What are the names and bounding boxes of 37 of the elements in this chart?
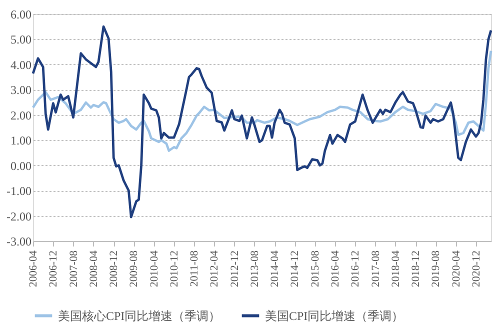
x-tick-label: 2012-12 (228, 250, 241, 288)
y-tick-label: 6.00 (10, 8, 32, 22)
x-tick-label: 2007-08 (68, 250, 80, 288)
x-tick-label: 2009-08 (128, 250, 140, 288)
x-tick-label: 2006-12 (48, 250, 60, 288)
legend-label: 美国CPI同比增速（季调） (265, 308, 404, 323)
x-tick-label: 2016-04 (330, 250, 342, 288)
x-tick-label: 2008-12 (108, 250, 120, 288)
x-tick-label: 2006-04 (28, 250, 40, 288)
y-tick-label: -3.00 (6, 234, 32, 248)
legend-label: 美国核心CPI同比增速（季调） (58, 308, 221, 323)
y-tick-label: 1.00 (10, 134, 32, 148)
x-tick-label: 2018-04 (390, 250, 402, 288)
x-tick-label: 2012-04 (208, 250, 221, 288)
y-tick-label: 4.00 (10, 58, 32, 72)
x-tick-label: 2015-08 (309, 250, 322, 288)
x-tick-label: 2010-04 (148, 250, 160, 288)
line-series (32, 50, 492, 152)
x-tick-label: 2020-04 (450, 250, 462, 288)
x-tick-label: 2008-04 (88, 250, 100, 288)
line-series (32, 25, 492, 218)
y-tick-label: 2.00 (10, 108, 32, 122)
x-tick-label: 2016-12 (350, 250, 362, 288)
y-tick-label: 5.00 (10, 32, 32, 47)
x-tick-label: 2019-08 (430, 250, 442, 288)
y-tick-label: -1.00 (6, 184, 32, 198)
x-tick-label: 2020-12 (470, 250, 482, 288)
x-tick-label: 2011-08 (188, 250, 201, 287)
x-tick-label: 2014-04 (269, 250, 282, 288)
x-tick-label: 2014-12 (289, 250, 302, 288)
x-tick-label: 2018-12 (410, 250, 422, 288)
y-tick-label: -2.00 (6, 209, 32, 224)
x-tick-label: 2013-08 (248, 250, 261, 288)
x-tick-label: 2017-08 (370, 250, 382, 288)
x-tick-label: 2010-12 (168, 250, 180, 288)
y-tick-label: 3.00 (10, 83, 32, 98)
y-tick-label: 0.00 (10, 158, 32, 173)
